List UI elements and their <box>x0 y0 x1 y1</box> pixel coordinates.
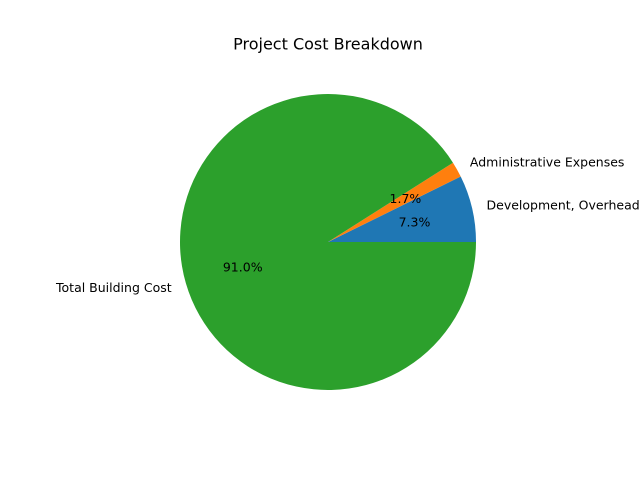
percent-labels: 7.3% 1.7% 91.0% <box>223 191 431 274</box>
pie-slice-development-overhead <box>328 176 476 242</box>
pie-slice-administrative-expenses <box>328 162 461 242</box>
slice-label: Total Building Cost <box>55 280 172 295</box>
pie-slice-total-building-cost <box>180 93 477 391</box>
slice-labels: Development, Overhead Administrative Expe… <box>55 155 640 295</box>
pie-slices <box>180 93 477 391</box>
percent-label: 91.0% <box>223 259 263 274</box>
slice-label: Administrative Expenses <box>470 155 625 170</box>
percent-label: 1.7% <box>390 191 422 206</box>
chart-title: Project Cost Breakdown <box>233 35 423 54</box>
percent-label: 7.3% <box>399 214 431 229</box>
slice-label: Development, Overhead <box>487 197 640 212</box>
